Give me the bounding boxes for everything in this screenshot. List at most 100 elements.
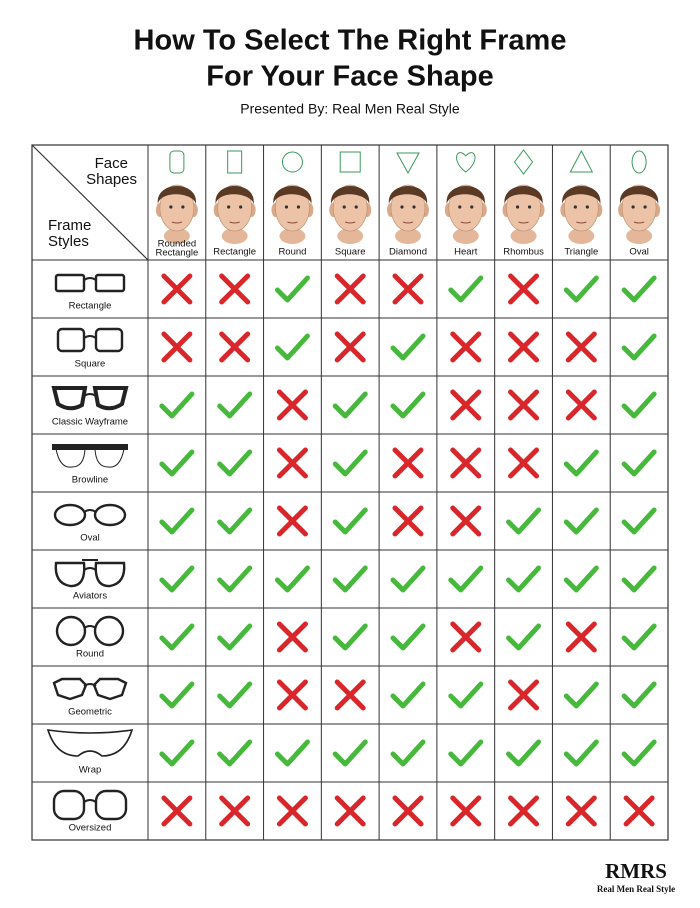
check-mark [621, 739, 657, 767]
face-eye [573, 205, 577, 209]
face-hair [388, 186, 428, 204]
check-mark [159, 623, 195, 651]
cross-mark [276, 505, 308, 537]
frame-icon [83, 277, 97, 281]
check-mark [217, 391, 253, 419]
cross-mark [450, 621, 482, 653]
check-mark [621, 565, 657, 593]
check-mark [448, 739, 484, 767]
column-label: Triangle [564, 247, 598, 258]
face-neck [221, 228, 248, 244]
cross-mark [334, 795, 366, 827]
frame-icon [46, 729, 134, 757]
face-mouth [345, 221, 356, 224]
frame-icon [54, 561, 86, 588]
check-mark [390, 623, 426, 651]
row-label: Geometric [68, 707, 112, 718]
face-hair [157, 186, 197, 204]
column-label: Rectangle [155, 248, 198, 259]
cross-mark [450, 331, 482, 363]
face-mouth [460, 221, 471, 224]
frame-icon [54, 559, 126, 588]
face-eye [470, 205, 474, 209]
title: For Your Face Shape [206, 61, 493, 93]
check-mark [390, 391, 426, 419]
cross-mark [219, 273, 251, 305]
frame-icon [94, 789, 128, 821]
frame-icon [83, 799, 97, 803]
face-eye [400, 205, 404, 209]
column-label: Rounded [158, 239, 197, 250]
face-shape-icon [513, 149, 534, 175]
face-eye [296, 205, 301, 209]
face-eye [354, 205, 358, 209]
cross-mark [276, 795, 308, 827]
cross-mark [392, 273, 424, 305]
frame-icon [51, 386, 129, 411]
frame-icon [55, 448, 86, 468]
face-hair [619, 186, 659, 204]
face-eye [181, 205, 185, 209]
frame-icon [83, 335, 97, 339]
face-shape-icon [339, 151, 361, 173]
cross-mark [508, 795, 540, 827]
face-neck [163, 228, 190, 244]
face-shape-icon [281, 151, 303, 173]
subtitle: Presented By: Real Men Real Style [240, 101, 460, 117]
frame-icon [94, 448, 125, 468]
check-mark [159, 449, 195, 477]
check-mark [332, 391, 368, 419]
row-label: Wrap [79, 765, 102, 776]
column-label: Rectangle [213, 247, 256, 258]
column-label: Oval [629, 247, 649, 258]
frame-icon [51, 386, 88, 411]
frame-icon [83, 625, 97, 629]
face-shape-icon [227, 150, 243, 174]
corner-label: Frame [48, 217, 91, 234]
column-label: Square [335, 247, 366, 258]
column-label: Heart [454, 247, 478, 258]
frame-icon [56, 327, 86, 353]
cross-mark [334, 273, 366, 305]
check-mark [506, 623, 542, 651]
face-eye [643, 205, 647, 209]
face [275, 184, 310, 232]
face-neck [452, 228, 479, 244]
cross-mark [623, 795, 655, 827]
title: How To Select The Right Frame [134, 25, 567, 57]
check-mark [274, 333, 310, 361]
row-label: Square [75, 359, 106, 370]
face-eye [515, 205, 520, 209]
check-mark [390, 681, 426, 709]
face-neck [568, 228, 595, 244]
check-mark [621, 507, 657, 535]
cross-mark [565, 389, 597, 421]
frame-icon [46, 729, 134, 757]
logo-mark: RMRS [605, 859, 667, 883]
column-label: Rhombus [503, 247, 544, 258]
frame-icon [94, 561, 126, 588]
face-shape-icon [227, 150, 243, 174]
face-neck [510, 228, 537, 244]
check-mark [332, 739, 368, 767]
row-label: Browline [72, 475, 108, 486]
cross-mark [161, 331, 193, 363]
check-mark [332, 565, 368, 593]
check-mark [159, 739, 195, 767]
check-mark [159, 565, 195, 593]
cross-mark [392, 447, 424, 479]
check-mark [563, 681, 599, 709]
face-eye [527, 205, 532, 209]
corner-label: Styles [48, 233, 89, 250]
face-mouth [171, 221, 183, 224]
frame-icon [53, 503, 127, 527]
cross-mark [450, 389, 482, 421]
check-mark [448, 275, 484, 303]
check-mark [563, 739, 599, 767]
face-eye [412, 205, 416, 209]
face-shape-icon [396, 152, 420, 175]
cross-mark [161, 795, 193, 827]
row-label: Aviators [73, 591, 107, 602]
check-mark [621, 449, 657, 477]
corner-label: Shapes [86, 171, 137, 188]
